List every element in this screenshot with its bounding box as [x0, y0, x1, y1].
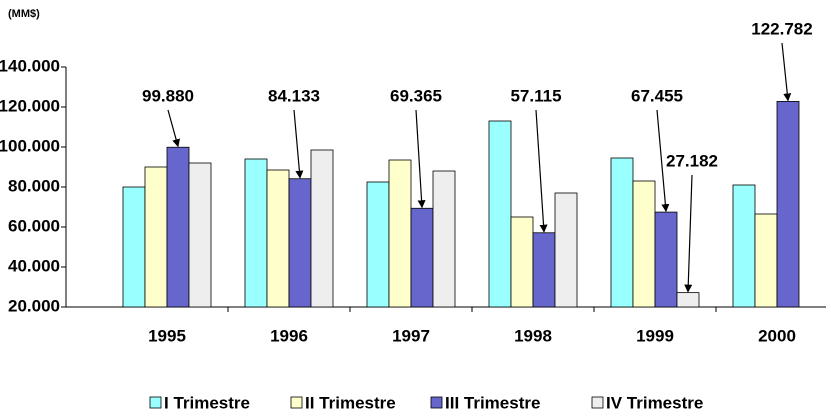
y-tick-label: 100.000	[0, 136, 60, 155]
data-label: 69.365	[390, 86, 442, 105]
y-tick-label: 20.000	[8, 296, 60, 315]
y-tick-label: 140.000	[0, 56, 60, 75]
annotation-arrow	[781, 42, 792, 102]
data-label: 67.455	[631, 86, 683, 105]
annotation-arrow	[535, 109, 548, 233]
bar	[310, 149, 334, 308]
bar	[754, 213, 778, 308]
data-label: 84.133	[268, 86, 320, 105]
legend-label: II Trimestre	[305, 393, 396, 412]
bar	[554, 192, 578, 308]
x-tick-label: 1996	[270, 326, 308, 345]
data-label: 57.115	[510, 86, 561, 105]
bar	[166, 146, 190, 308]
legend-swatch	[149, 396, 162, 409]
x-tick-label: 1995	[148, 326, 186, 345]
bar	[410, 207, 434, 308]
x-tick-label: 1997	[392, 326, 430, 345]
bar	[488, 120, 512, 308]
bar	[632, 180, 656, 308]
x-tick-label: 2000	[758, 326, 796, 345]
bar	[776, 101, 800, 308]
annotation-arrow	[656, 109, 670, 213]
x-tick-label: 1999	[636, 326, 674, 345]
legend-label: IV Trimestre	[606, 393, 703, 412]
y-axis-unit: (MM$)	[8, 8, 40, 20]
bar	[288, 178, 312, 308]
data-label: 122.782	[751, 19, 812, 38]
bar	[532, 232, 556, 308]
annotation-arrow	[684, 174, 693, 293]
data-label: 99.880	[142, 86, 194, 105]
annotation-arrow	[293, 109, 304, 179]
bar	[122, 186, 146, 308]
y-tick-label: 40.000	[8, 256, 60, 275]
bar	[266, 169, 290, 308]
legend-label: III Trimestre	[445, 393, 540, 412]
bar	[732, 184, 756, 308]
annotation-arrow	[415, 109, 426, 209]
x-tick-label: 1998	[514, 326, 552, 345]
legend-label: I Trimestre	[164, 393, 250, 412]
y-tick-label: 120.000	[0, 96, 60, 115]
y-tick-label: 80.000	[8, 176, 60, 195]
bar	[610, 157, 634, 308]
bar	[676, 292, 700, 308]
annotation-arrow	[167, 109, 180, 148]
bar	[144, 166, 168, 308]
bar	[366, 181, 390, 308]
bar	[510, 216, 534, 308]
y-tick-label: 60.000	[8, 216, 60, 235]
data-label: 27.182	[666, 151, 718, 170]
bar	[654, 211, 678, 308]
bar	[388, 159, 412, 308]
bar	[244, 158, 268, 308]
legend-swatch	[591, 396, 604, 409]
bar	[432, 170, 456, 308]
legend-swatch	[290, 396, 303, 409]
bar	[188, 162, 212, 308]
legend-swatch	[430, 396, 443, 409]
